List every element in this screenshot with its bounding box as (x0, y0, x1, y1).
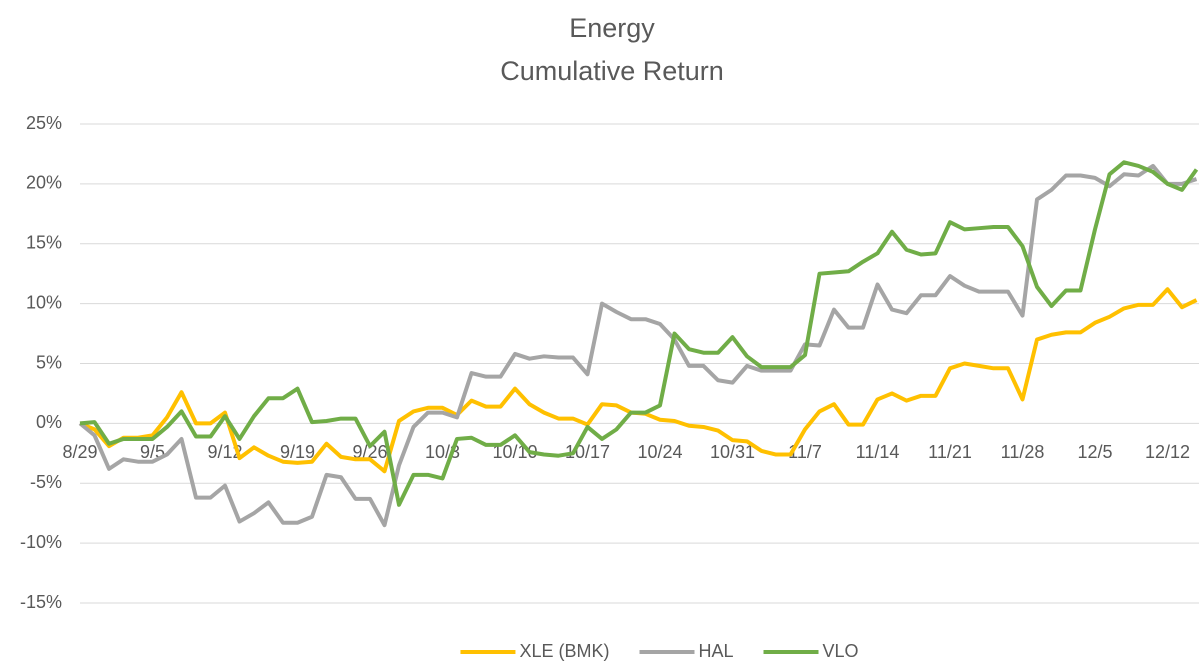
x-tick-label: 8/29 (62, 442, 97, 462)
x-tick-label: 10/31 (710, 442, 755, 462)
x-tick-label: 11/28 (1001, 442, 1045, 462)
chart-title: Energy (569, 13, 655, 43)
legend-label: VLO (823, 641, 859, 661)
y-tick-label: 0% (36, 412, 62, 432)
x-tick-label: 12/12 (1145, 442, 1190, 462)
y-tick-label: -15% (20, 592, 62, 612)
x-tick-label: 9/19 (280, 442, 315, 462)
series-line (79, 160, 1199, 507)
y-tick-label: 20% (26, 173, 62, 193)
y-tick-label: 5% (36, 352, 62, 372)
x-tick-label: 11/14 (856, 442, 900, 462)
x-tick-label: 10/24 (637, 442, 682, 462)
y-tick-label: 15% (26, 233, 62, 253)
y-tick-label: -5% (30, 472, 62, 492)
x-tick-label: 9/26 (352, 442, 387, 462)
legend-label: HAL (698, 641, 733, 661)
chart-subtitle: Cumulative Return (500, 56, 724, 86)
y-tick-label: 10% (26, 292, 62, 312)
series-line (78, 163, 1198, 528)
legend-label: XLE (BMK) (519, 641, 609, 661)
y-tick-label: -10% (20, 532, 62, 552)
y-tick-label: 25% (26, 113, 62, 133)
x-tick-label: 11/21 (928, 442, 972, 462)
x-tick-label: 12/5 (1077, 442, 1112, 462)
x-tick-label: 9/12 (207, 442, 242, 462)
